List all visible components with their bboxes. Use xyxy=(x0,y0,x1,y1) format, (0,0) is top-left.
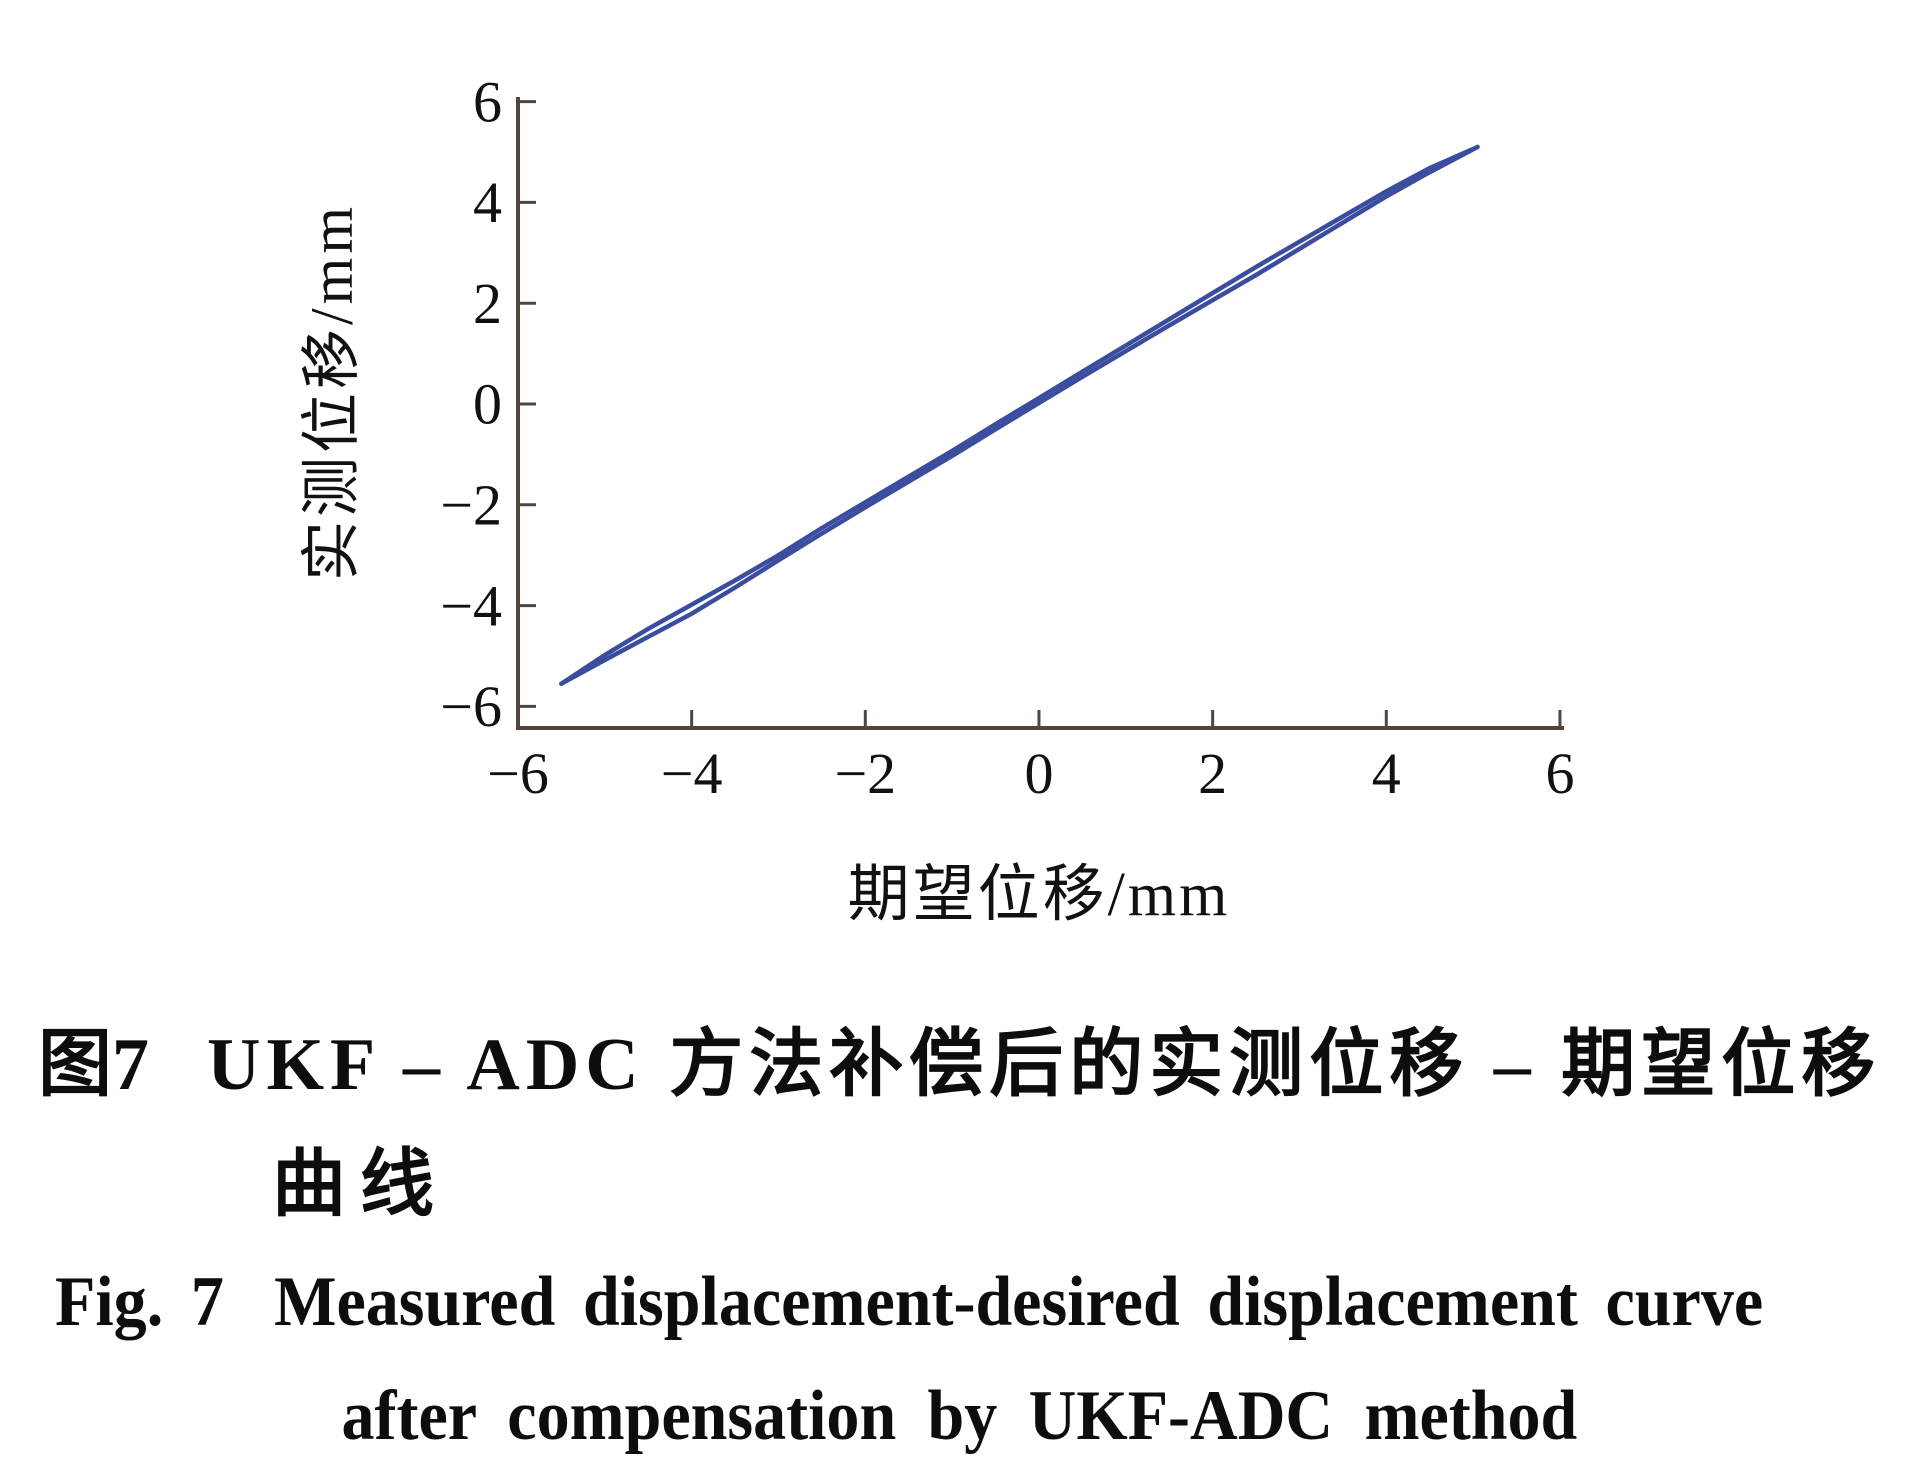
x-axis-tick-label: −4 xyxy=(661,741,723,806)
y-axis-tick-label: −2 xyxy=(440,473,502,538)
x-axis-label: 期望位移/mm xyxy=(848,861,1231,929)
y-axis-tick-label: 4 xyxy=(473,170,502,235)
y-axis-label: 实测位移/mm xyxy=(299,203,365,581)
displacement-chart: −6 −4 −2 0 2 4 6 −6 −4 −2 0 2 4 6 实测位移/mm 期望位移/mm xyxy=(299,69,1574,929)
caption-chinese-line2: 曲线 xyxy=(272,1144,448,1226)
series-measured-displacement-forward xyxy=(559,144,1480,686)
caption-english-subtitle: after compensation by UKF-ADC method xyxy=(341,1377,1577,1455)
caption-english-figure-number: Fig. 7 xyxy=(55,1263,224,1341)
y-axis-tick-label: 6 xyxy=(473,69,502,134)
caption-chinese-title: UKF – ADC 方法补偿后的实测位移 – 期望位移 xyxy=(207,1024,1882,1106)
x-axis-tick-label: 2 xyxy=(1198,741,1227,806)
y-axis-tick-label: 0 xyxy=(473,372,502,437)
caption-chinese-line1: 图7 UKF – ADC 方法补偿后的实测位移 – 期望位移 xyxy=(38,1022,1881,1109)
x-axis-tick-label: 4 xyxy=(1372,741,1401,806)
series-measured-displacement-return xyxy=(559,144,1480,686)
caption-english-line1: Fig. 7 Measured displacement-desired dis… xyxy=(55,1258,1763,1347)
x-axis-tick-label: 6 xyxy=(1545,741,1574,806)
x-axis-tick-label: 0 xyxy=(1024,741,1053,806)
x-axis-tick-label: −6 xyxy=(487,741,549,806)
y-axis-tick-label: −4 xyxy=(440,573,502,638)
y-axis-tick-label: 2 xyxy=(473,271,502,336)
caption-english-title: Measured displacement-desired displaceme… xyxy=(274,1263,1764,1341)
y-axis-tick-label: −6 xyxy=(440,674,502,739)
x-axis-tick-label: −2 xyxy=(834,741,896,806)
axes-spines xyxy=(516,97,1564,730)
caption-english-line2: after compensation by UKF-ADC method xyxy=(0,1372,1918,1461)
caption-chinese-figure-number: 图7 xyxy=(38,1024,149,1106)
